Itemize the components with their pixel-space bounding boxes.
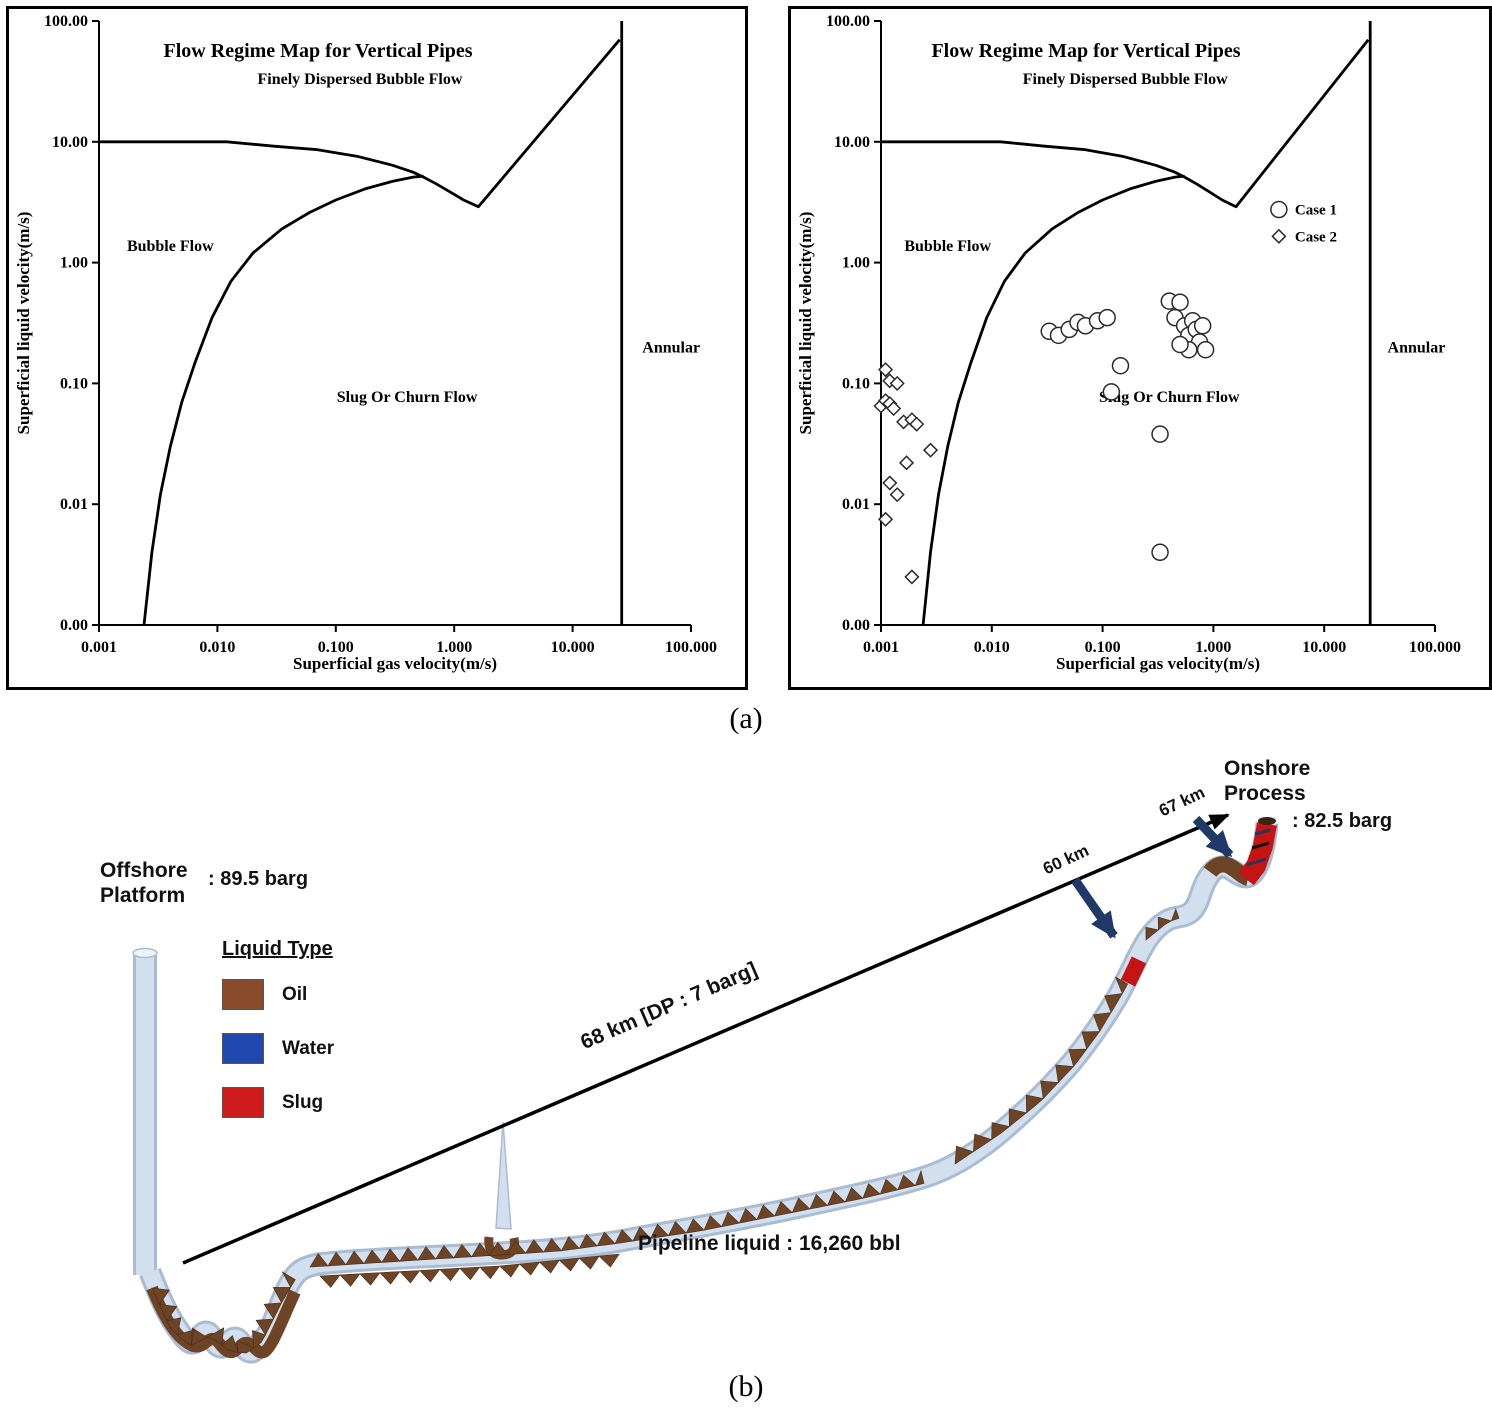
x-tick-label: 0.010 bbox=[199, 639, 235, 656]
onshore-line2: Process bbox=[1224, 782, 1306, 805]
offshore-line2: Platform bbox=[100, 884, 186, 907]
slug-label: Slug bbox=[282, 1091, 324, 1113]
y-tick-label: 10.00 bbox=[52, 134, 88, 151]
y-tick-label: 0.01 bbox=[842, 496, 870, 513]
x-axis-title: Superficial gas velocity(m/s) bbox=[1056, 654, 1260, 673]
water-label: Water bbox=[282, 1037, 335, 1059]
oil-label: Oil bbox=[282, 983, 308, 1005]
series-case-2 bbox=[873, 362, 939, 585]
caption-a: (a) bbox=[729, 702, 763, 735]
x-tick-label: 0.100 bbox=[1085, 639, 1121, 656]
oil-teeth-scurve bbox=[1145, 907, 1180, 941]
distance-total-arrow bbox=[182, 813, 1230, 1265]
oil-teeth-dip bbox=[151, 1271, 296, 1354]
slug-band-mid bbox=[1120, 956, 1147, 987]
offshore-platform-label: Offshore Platform bbox=[100, 858, 188, 908]
y-tick-label: 10.00 bbox=[834, 134, 870, 151]
x-tick-label: 1.000 bbox=[1195, 639, 1231, 656]
x-tick-label: 10.000 bbox=[551, 639, 595, 656]
onshore-process-label: Onshore Process bbox=[1224, 756, 1310, 806]
y-tick-label: 100.00 bbox=[826, 13, 870, 30]
flow-regime-chart-left: 0.001 0.010 0.100 1.000 10.000 100.000 100.00 1… bbox=[6, 6, 748, 690]
y-tick-label: 0.00 bbox=[842, 617, 870, 634]
y-axis-title: Superficial liquid velocity(m/s) bbox=[796, 212, 815, 435]
offshore-pressure-value: : 89.5 barg bbox=[208, 868, 309, 890]
oil-dip-fill bbox=[146, 1285, 301, 1359]
region-label: Annular bbox=[1388, 340, 1446, 357]
y-tick-label: 0.10 bbox=[60, 375, 88, 392]
x-tick-label: 0.001 bbox=[863, 639, 899, 656]
caption-b: (b) bbox=[728, 1370, 764, 1403]
region-label: Annular bbox=[642, 340, 700, 357]
legend-title: Liquid Type bbox=[222, 938, 333, 960]
x-axis-title: Superficial gas velocity(m/s) bbox=[293, 654, 497, 673]
liquid-type-legend: Liquid Type Oil Water Slug bbox=[222, 938, 334, 1141]
slug-swatch bbox=[222, 1087, 264, 1118]
chart-title: Flow Regime Map for Vertical Pipes bbox=[164, 40, 473, 62]
bubble-slug-boundary bbox=[921, 174, 1185, 626]
distance-67km-arrow bbox=[1192, 815, 1234, 859]
x-tick-label: 10.000 bbox=[1302, 639, 1346, 656]
water-swatch bbox=[222, 1033, 264, 1064]
finely-dispersed-bubble-boundary bbox=[99, 38, 621, 209]
pipe-end-cap bbox=[1258, 817, 1276, 825]
legend-entry: Case 2 bbox=[1295, 229, 1337, 245]
chart-title: Flow Regime Map for Vertical Pipes bbox=[931, 40, 1240, 62]
flow-regime-chart-right-svg: 0.001 0.010 0.100 1.000 10.000 100.000 100.00 1… bbox=[796, 13, 1461, 673]
pipeline-profile-diagram: Offshore Platform : 89.5 barg Onshore Pr… bbox=[0, 740, 1492, 1372]
slug-riser-onshore bbox=[1238, 822, 1277, 886]
y-tick-label: 1.00 bbox=[842, 255, 870, 272]
offshore-line1: Offshore bbox=[100, 859, 188, 882]
region-label: Slug Or Churn Flow bbox=[337, 389, 478, 406]
pipeline-svg bbox=[132, 813, 1279, 1364]
x-tick-label: 100.000 bbox=[1409, 639, 1461, 656]
x-tick-label: 100.000 bbox=[665, 639, 717, 656]
y-tick-label: 100.00 bbox=[44, 13, 88, 30]
oil-teeth-flat-run bbox=[309, 1169, 925, 1268]
oil-swatch bbox=[222, 979, 264, 1010]
flow-regime-chart-left-svg: 0.001 0.010 0.100 1.000 10.000 100.000 100.00 1… bbox=[14, 13, 717, 673]
legend-item-oil: Oil bbox=[222, 979, 334, 1010]
y-tick-label: 0.01 bbox=[60, 496, 88, 513]
oil-teeth-climb bbox=[954, 976, 1129, 1165]
x-tick-label: 0.010 bbox=[974, 639, 1010, 656]
region-label: Finely Dispersed Bubble Flow bbox=[1023, 71, 1228, 88]
series-case-1 bbox=[1040, 292, 1215, 562]
x-tick-label: 0.100 bbox=[318, 639, 354, 656]
riser-top-cap bbox=[132, 947, 158, 959]
onshore-pressure-value: : 82.5 barg bbox=[1292, 810, 1393, 832]
x-tick-label: 1.000 bbox=[436, 639, 472, 656]
flow-regime-chart-right: 0.001 0.010 0.100 1.000 10.000 100.000 100.00 1… bbox=[788, 6, 1492, 690]
region-label: Bubble Flow bbox=[904, 238, 991, 255]
region-label: Bubble Flow bbox=[127, 238, 214, 255]
y-tick-label: 1.00 bbox=[60, 255, 88, 272]
pipeline-liquid-label: Pipeline liquid : 16,260 bbl bbox=[638, 1232, 901, 1255]
y-tick-label: 0.10 bbox=[842, 375, 870, 392]
distance-60km-arrow bbox=[1071, 877, 1118, 939]
legend-item-water: Water bbox=[222, 1033, 334, 1064]
region-label: Slug Or Churn Flow bbox=[1099, 389, 1240, 406]
bubble-slug-boundary bbox=[142, 174, 424, 626]
oil-teeth-under-run bbox=[319, 1253, 620, 1288]
finely-dispersed-bubble-boundary bbox=[881, 38, 1370, 209]
region-label: Finely Dispersed Bubble Flow bbox=[258, 71, 463, 88]
onshore-line1: Onshore bbox=[1224, 757, 1311, 780]
y-tick-label: 0.00 bbox=[60, 617, 88, 634]
pipeline-spike bbox=[495, 1121, 512, 1230]
y-axis-title: Superficial liquid velocity(m/s) bbox=[14, 212, 33, 435]
legend-item-slug: Slug bbox=[222, 1087, 334, 1118]
x-tick-label: 0.001 bbox=[81, 639, 117, 656]
legend-entry: Case 1 bbox=[1295, 203, 1337, 219]
